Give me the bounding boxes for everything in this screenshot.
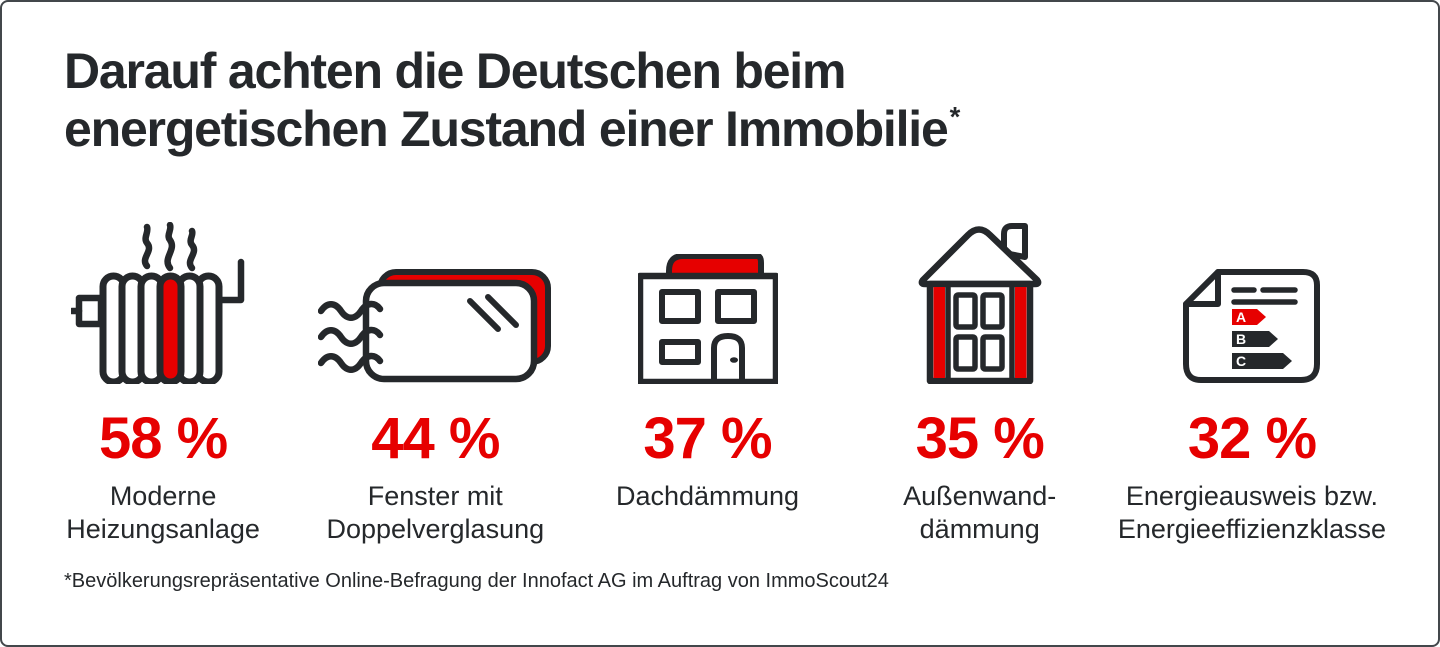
percent-value: 35 % xyxy=(915,406,1045,471)
stat-label: Dachdämmung xyxy=(615,481,800,511)
energy-certificate-icon: A B C xyxy=(1182,269,1320,383)
stat-label: Energieausweis bzw. Energieeffizienzklas… xyxy=(1117,481,1386,544)
wall-insulation-house-icon xyxy=(918,223,1042,384)
footnote-source: *Bevölkerungsrepräsentative Online-Befra… xyxy=(64,570,889,592)
stat-label: Fenster mit Doppelverglasung xyxy=(326,481,545,544)
certificate-class-c-label: C xyxy=(1236,353,1246,369)
stat-column-certificate: A B C 32 % Energieausweis bzw. Energieef… xyxy=(1116,214,1388,546)
title-line-2: energetischen Zustand einer Immobilie* xyxy=(64,100,961,158)
stat-column-roof: 37 % Dachdämmung xyxy=(571,214,843,546)
radiator-icon xyxy=(70,222,244,384)
title-asterisk: * xyxy=(949,101,961,133)
stat-column-heating: 58 % Moderne Heizungsanlage xyxy=(27,214,299,546)
title-line-1: Darauf achten die Deutschen beim xyxy=(64,43,846,99)
double-glazed-window-icon xyxy=(317,269,551,383)
stat-columns: 58 % Moderne Heizungsanlage 44 % Fenster… xyxy=(27,214,1388,546)
percent-value: 32 % xyxy=(1187,406,1317,471)
certificate-class-a-label: A xyxy=(1236,309,1246,325)
stat-label: Außenwand- dämmung xyxy=(903,481,1057,544)
certificate-class-b-label: B xyxy=(1236,331,1246,347)
percent-value: 44 % xyxy=(371,406,500,471)
page-title: Darauf achten die Deutschen beim energet… xyxy=(64,42,961,158)
percent-value: 58 % xyxy=(99,406,228,471)
roof-insulation-building-icon xyxy=(637,254,778,384)
stat-column-window: 44 % Fenster mit Doppelverglasung xyxy=(299,214,571,546)
stat-column-wall: 35 % Außenwand- dämmung xyxy=(844,214,1116,546)
stat-label: Moderne Heizungsanlage xyxy=(66,481,260,544)
percent-value: 37 % xyxy=(643,406,772,471)
title-line-2-text: energetischen Zustand einer Immobilie xyxy=(64,101,949,157)
